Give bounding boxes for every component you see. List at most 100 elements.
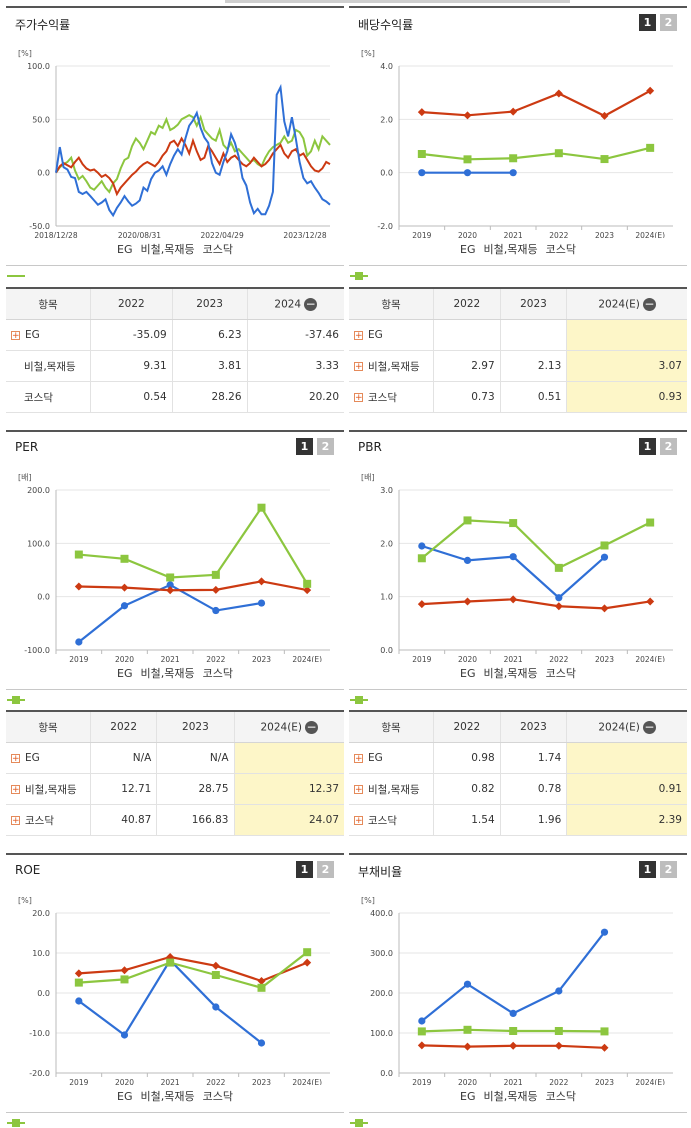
x-tick-label: 2022 [206,1078,225,1085]
y-tick-label: -100.0 [24,646,50,655]
row-label: 비철,목재등 [368,783,420,796]
x-tick-label: 2023 [595,655,614,662]
x-tick-label: 2023 [252,655,271,662]
expand-icon[interactable]: + [11,785,20,795]
row-label: EG [368,752,383,764]
legend-item-eg[interactable]: EG [350,243,476,280]
legend-item-steel[interactable]: 비철,목재등 [7,241,195,277]
legend-item-steel[interactable]: 비철,목재등 [350,1088,538,1127]
y-tick-label: 100.0 [27,62,50,71]
row-label: 코스닥 [25,814,54,827]
table-cell [499,319,567,351]
data-point-kosdaq [646,518,655,527]
data-point-eg [418,1017,426,1025]
legend-label: 코스닥 [202,667,233,680]
series-line-kosdaq [421,146,651,161]
data-point-kosdaq [417,554,426,563]
collapse-icon[interactable]: − [642,719,656,734]
legend: EG 비철,목재등 코스닥 [349,241,687,280]
expand-icon[interactable]: + [354,393,363,403]
panel-title: ROE [15,863,41,877]
legend-item-eg[interactable]: EG [350,667,476,704]
data-point-steel [509,107,518,116]
collapse-icon[interactable]: − [305,719,319,734]
y-tick-label: 0.0 [380,169,393,178]
table-row: + EG -35.09 6.23 -37.46 [6,319,344,351]
y-tick-label: 10.0 [32,949,50,958]
data-point-kosdaq [554,1027,563,1035]
column-header: 항목 [6,288,91,320]
x-tick-label: 2021 [161,655,180,662]
legend-item-eg[interactable]: EG [7,667,133,704]
legend-item-steel[interactable]: 비철,목재등 [350,665,538,704]
legend-item-steel[interactable]: 비철,목재등 [7,1088,195,1127]
legend-item-kosdaq[interactable]: 코스닥 [7,665,233,704]
data-point-steel [600,604,609,613]
expand-icon[interactable]: + [354,362,363,372]
data-point-eg [166,581,174,589]
table-cell: 28.26 [171,381,248,413]
collapse-icon[interactable]: − [642,296,656,311]
data-point-eg [257,599,266,607]
row-label: 코스닥 [368,814,397,827]
legend-item-steel[interactable]: 비철,목재등 [350,241,538,280]
data-point-steel [600,1043,609,1052]
expand-icon[interactable]: + [354,753,363,764]
table-cell [566,742,687,774]
x-tick-label: 2022/04/29 [201,231,244,238]
expand-icon[interactable]: + [354,785,363,795]
legend-item-kosdaq[interactable]: 코스닥 [350,1088,576,1127]
table-cell: 1.74 [499,742,567,774]
legend: EG 비철,목재등 코스닥 [6,665,344,704]
collapse-icon[interactable]: − [304,296,318,311]
legend-item-kosdaq[interactable]: 코스닥 [7,1088,233,1127]
x-tick-label: 2020 [115,655,134,662]
legend-label: EG [460,1090,476,1103]
period-button-2[interactable]: 2 [317,861,334,878]
legend-item-eg[interactable]: EG [7,1090,133,1127]
legend-marker-kosdaq [7,1119,25,1127]
x-tick-label: 2019 [412,655,431,662]
legend-item-eg[interactable]: EG [350,1090,476,1127]
row-label-cell: 코스닥 [6,381,91,413]
expand-icon[interactable]: + [11,330,20,341]
period-button-1[interactable]: 1 [639,861,656,878]
period-button-1[interactable]: 1 [296,438,313,455]
period-button-2[interactable]: 2 [660,14,677,31]
unit-label: [%] [361,896,375,905]
expand-icon[interactable]: + [354,816,363,826]
table-cell [433,319,501,351]
period-button-2[interactable]: 2 [660,438,677,455]
period-button-1[interactable]: 1 [639,14,656,31]
row-label: 비철,목재등 [368,360,420,373]
table-cell: 0.78 [499,773,567,805]
legend: EG 비철,목재등 코스닥 [349,1088,687,1127]
legend-item-steel[interactable]: 비철,목재등 [7,665,195,704]
legend-item-eg[interactable]: EG [7,243,133,277]
data-point-kosdaq [211,971,220,979]
legend-item-kosdaq[interactable]: 코스닥 [350,241,576,280]
period-button-2[interactable]: 2 [317,438,334,455]
series-line-eg [55,83,331,218]
period-button-1[interactable]: 1 [639,438,656,455]
expand-icon[interactable]: + [354,330,363,341]
expand-icon[interactable]: + [11,753,20,764]
legend: EG 비철,목재등 코스닥 [6,241,344,277]
period-button-1[interactable]: 1 [296,861,313,878]
x-tick-label: 2023/12/28 [283,231,326,238]
period-button-2[interactable]: 2 [660,861,677,878]
column-header-label: 항목 [38,298,58,311]
column-header: 항목 [349,288,434,320]
data-point-kosdaq [509,1027,518,1035]
row-label-cell: 비철,목재등 [6,350,91,382]
table-cell: 1.96 [499,804,567,836]
table-stock-return: 항목 2022 2023 2024− + EG -35.09 6.23 -37.46 비철,목재등… [6,287,344,413]
legend-label: EG [117,243,133,256]
expand-icon[interactable]: + [11,816,20,826]
legend-item-kosdaq[interactable]: 코스닥 [350,665,576,704]
column-header: 2023 [499,711,567,743]
legend-item-kosdaq[interactable]: 코스닥 [7,241,233,277]
